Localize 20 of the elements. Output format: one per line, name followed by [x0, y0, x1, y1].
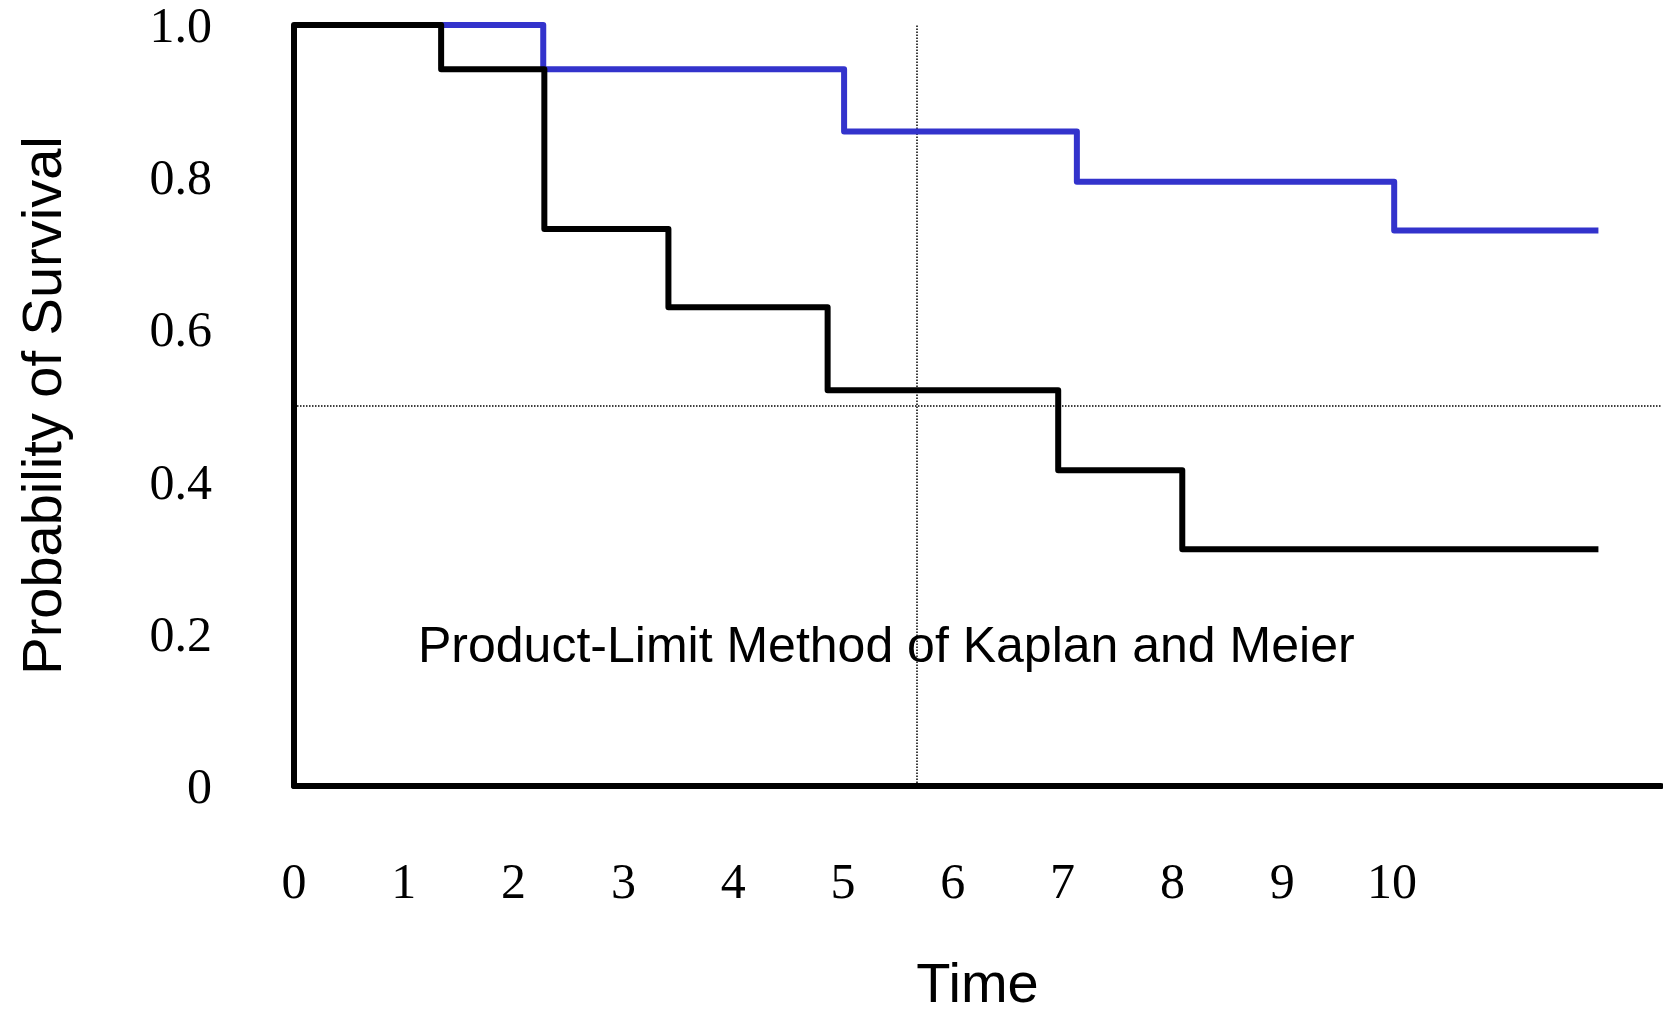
x-tick-label: 3 [610, 853, 636, 909]
y-tick-label: 0.2 [149, 605, 212, 662]
y-tick-label: 1.0 [149, 0, 212, 53]
y-tick-label: 0 [187, 758, 212, 814]
x-axis-title: Time [916, 950, 1039, 1014]
x-tick-label: 5 [830, 853, 856, 909]
x-tick-label: 7 [1050, 853, 1076, 909]
x-tick-label: 0 [281, 853, 307, 909]
x-tick-label: 8 [1159, 853, 1185, 909]
x-tick-label: 4 [720, 853, 746, 909]
x-tick-label: 2 [501, 853, 527, 909]
annotation: Product-Limit Method of Kaplan and Meier [418, 617, 1355, 673]
x-tick-label: 10 [1366, 853, 1417, 909]
x-tick-label: 6 [940, 853, 966, 909]
y-tick-label: 0.4 [149, 453, 212, 510]
x-tick-label: 1 [391, 853, 417, 909]
y-tick-label: 0.8 [149, 149, 212, 206]
y-axis-title: Probability of Survival [9, 136, 73, 675]
x-tick-label: 9 [1269, 853, 1295, 909]
y-tick-label: 0.6 [149, 301, 212, 358]
